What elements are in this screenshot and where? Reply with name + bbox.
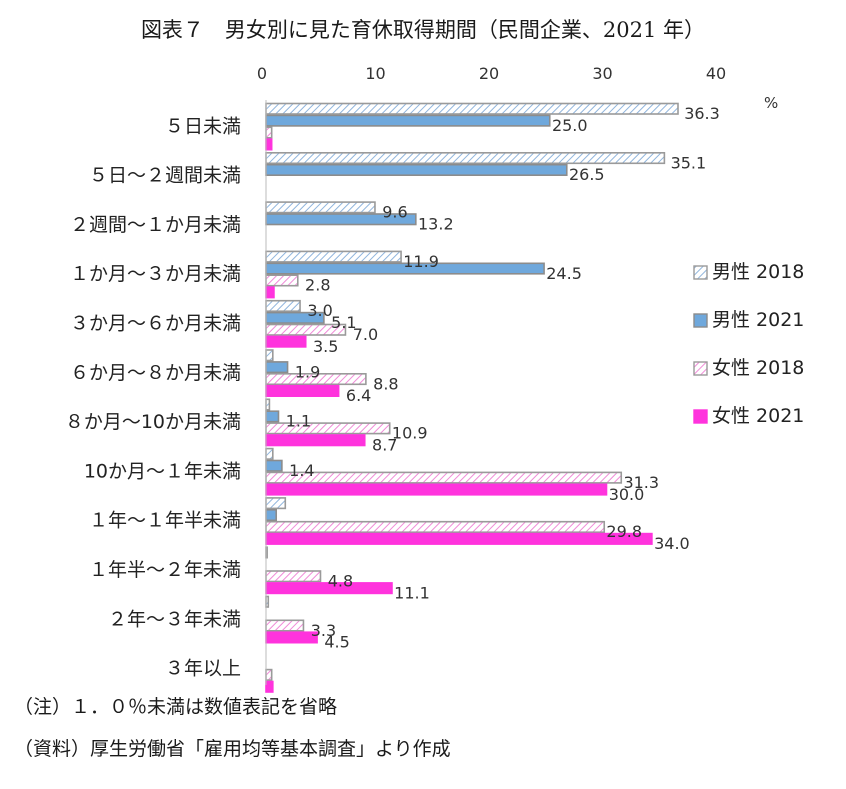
bar	[265, 361, 289, 374]
bar	[265, 668, 273, 681]
bar	[265, 410, 280, 423]
x-tick-label: 10	[365, 64, 385, 83]
data-label: 2.8	[305, 276, 330, 295]
data-label: 30.0	[609, 485, 645, 504]
bar	[265, 384, 340, 398]
bar	[265, 335, 307, 348]
data-label: 35.1	[671, 153, 707, 172]
legend-label: 女性 2018	[712, 357, 804, 379]
category-label: １か月～３か月未満	[70, 263, 241, 285]
category-label: 10か月～１年未満	[84, 460, 241, 482]
data-label: 3.0	[307, 301, 332, 320]
bar	[265, 520, 606, 534]
category-label: ５日～２週間未満	[89, 165, 241, 187]
legend-label: 女性 2021	[712, 405, 804, 427]
data-label: 4.8	[328, 572, 353, 591]
legend-swatch	[693, 265, 708, 280]
bar	[265, 349, 274, 362]
category-label: ３か月～６か月未満	[70, 313, 241, 335]
bar	[265, 619, 305, 632]
data-label: 13.2	[418, 215, 454, 234]
bar	[265, 152, 666, 165]
bar	[265, 471, 623, 484]
bar	[265, 299, 301, 313]
legend-label: 男性 2021	[712, 309, 804, 331]
bar	[265, 680, 274, 693]
bar	[265, 102, 679, 115]
data-label: 3.3	[311, 621, 336, 640]
legend-swatch	[693, 409, 708, 424]
bar	[265, 483, 608, 496]
category-label: １年半～２年未満	[89, 559, 241, 581]
data-label: 10.9	[392, 424, 428, 443]
legend-swatch	[693, 313, 708, 328]
data-label: 1.9	[295, 362, 320, 381]
bar	[265, 422, 391, 435]
data-label: 31.3	[623, 473, 659, 492]
x-tick-label: 30	[592, 64, 612, 83]
bar	[265, 398, 271, 411]
chart-title: 図表７ 男女別に見た育休取得期間（民間企業、2021 年）	[140, 18, 706, 42]
bar	[265, 508, 278, 522]
category-label: ６か月～８か月未満	[70, 362, 241, 384]
data-label: 11.9	[403, 252, 439, 271]
x-tick-label: 40	[706, 64, 726, 83]
data-label: 1.1	[286, 412, 311, 431]
data-label: 36.3	[684, 104, 720, 123]
legend-label: 男性 2018	[712, 261, 804, 283]
category-label: ８か月～10か月未満	[65, 411, 241, 433]
bar	[265, 631, 318, 644]
data-label: 25.0	[552, 116, 588, 135]
bar	[265, 274, 299, 287]
x-tick-label: 0	[257, 64, 267, 83]
data-label: 4.5	[324, 633, 349, 652]
note-line: （注）１．０％未満は数値表記を省略	[14, 696, 338, 718]
bar	[265, 138, 273, 151]
bar	[265, 570, 322, 583]
bar	[265, 447, 274, 460]
bar	[265, 114, 551, 127]
bar	[265, 163, 568, 176]
data-label: 11.1	[394, 583, 430, 602]
data-label: 7.0	[353, 325, 378, 344]
source-note: （資料）厚生労働省「雇用均等基本調査」より作成	[14, 738, 451, 760]
bar	[265, 286, 275, 299]
data-label: 6.4	[346, 386, 371, 405]
data-label: 8.7	[372, 436, 397, 455]
x-tick-label: 20	[479, 64, 499, 83]
data-label: 29.8	[606, 522, 642, 541]
data-label: 26.5	[569, 165, 605, 184]
category-label: １年～１年半未満	[89, 510, 241, 532]
data-label: 24.5	[546, 264, 582, 283]
bar	[265, 459, 283, 472]
bar	[265, 497, 287, 510]
bar	[265, 532, 653, 545]
bar	[265, 126, 273, 139]
category-label: ３年以上	[165, 658, 241, 680]
legend-swatch	[693, 361, 708, 376]
category-label: ２週間～１か月未満	[70, 214, 241, 236]
bar	[265, 201, 376, 214]
bar	[265, 434, 366, 447]
data-label: 1.4	[289, 461, 314, 480]
category-label: ２年～３年未満	[108, 608, 241, 630]
data-label: 8.8	[373, 374, 398, 393]
category-label: ５日未満	[165, 115, 241, 137]
data-label: 34.0	[654, 534, 690, 553]
unit-label: %	[764, 94, 778, 112]
data-label: 9.6	[382, 203, 407, 222]
bar	[265, 250, 402, 263]
data-label: 5.1	[331, 313, 356, 332]
data-label: 3.5	[313, 337, 338, 356]
